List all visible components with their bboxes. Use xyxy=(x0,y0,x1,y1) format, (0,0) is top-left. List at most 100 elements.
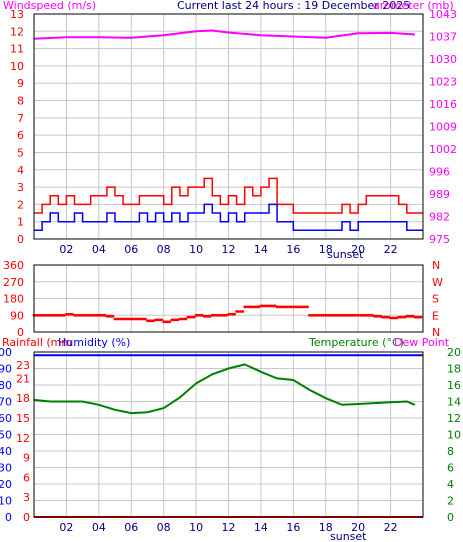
wind-direction-point xyxy=(77,313,80,317)
wind-direction-point xyxy=(182,317,186,321)
wind-direction-point xyxy=(174,318,178,322)
wind-direction-point xyxy=(277,305,281,309)
wind-direction-point xyxy=(97,313,101,317)
wind-direction-point xyxy=(281,305,285,309)
barometer-tick-989: 989 xyxy=(429,188,450,201)
x-tick-label-08: 08 xyxy=(157,243,171,256)
x-tick-label-12: 12 xyxy=(222,521,236,534)
wind-direction-point xyxy=(263,304,267,308)
wind-direction-point xyxy=(87,313,91,317)
wind-direction-point xyxy=(298,305,301,309)
rainfall-tick-6: 6 xyxy=(23,471,30,484)
direction-tick-270: 270 xyxy=(3,276,24,289)
dew-point-axis-title: Dew Point xyxy=(394,336,450,349)
direction-tick-360: 360 xyxy=(3,259,24,272)
wind-direction-point xyxy=(138,317,141,321)
wind-direction-point xyxy=(326,313,330,317)
barometer-tick-1037: 1037 xyxy=(429,31,457,44)
rainfall-tick-12: 12 xyxy=(16,432,30,445)
x-tick-label-08: 08 xyxy=(157,521,171,534)
humidity-tick-90: 90 xyxy=(0,363,12,376)
wind-direction-point xyxy=(172,318,176,322)
wind-direction-point xyxy=(223,313,226,317)
humidity-temperature-grid xyxy=(34,352,423,517)
wind-direction-point xyxy=(109,314,113,318)
windspeed-tick-6: 6 xyxy=(17,129,24,142)
wind-direction-point xyxy=(336,313,340,317)
rainfall-axis-title: Rainfall (mm xyxy=(2,336,72,349)
wind-direction-point xyxy=(91,313,95,317)
temperature-tick-0: 0 xyxy=(447,511,454,524)
x-tick-label-14: 14 xyxy=(254,243,268,256)
wind-direction-point xyxy=(65,312,68,316)
rainfall-tick-23: 23 xyxy=(16,359,30,372)
wind-direction-point xyxy=(121,317,125,321)
wind-direction-point xyxy=(354,313,358,317)
wind-direction-point xyxy=(239,310,243,313)
temperature-tick-10: 10 xyxy=(447,429,461,442)
windspeed-tick-11: 11 xyxy=(10,43,24,56)
wind-direction-point xyxy=(170,318,174,322)
wind-direction-point xyxy=(204,314,208,318)
wind-direction-point xyxy=(241,310,245,313)
wind-direction-point xyxy=(133,317,137,321)
wind-direction-point xyxy=(190,315,194,319)
temperature-axis-title: Temperature (°C) xyxy=(308,336,404,349)
barometer-tick-996: 996 xyxy=(429,166,450,179)
rainfall-tick-15: 15 xyxy=(16,412,30,425)
temperature-tick-4: 4 xyxy=(447,478,454,491)
windspeed-tick-1: 1 xyxy=(17,216,24,229)
temperature-tick-labels: 0 2 4 6 8 10 12 14 16 18 20 xyxy=(447,346,461,524)
wind-direction-point xyxy=(316,313,319,317)
wind-direction-point xyxy=(334,313,338,317)
wind-direction-point xyxy=(322,313,326,317)
wind-direction-point xyxy=(340,313,344,317)
wind-direction-point xyxy=(115,317,119,321)
humidity-tick-80: 80 xyxy=(0,379,12,392)
wind-direction-point xyxy=(79,313,82,317)
wind-direction-point xyxy=(271,304,275,308)
wind-direction-point xyxy=(324,313,328,317)
wind-direction-point xyxy=(393,316,396,320)
wind-direction-point xyxy=(302,305,305,309)
wind-direction-point xyxy=(289,305,293,309)
wind-direction-point xyxy=(350,313,354,317)
wind-direction-point xyxy=(152,319,155,323)
wind-direction-point xyxy=(154,318,158,322)
wind-direction-point xyxy=(160,318,164,322)
barometer-tick-982: 982 xyxy=(429,211,450,224)
x-tick-label-16: 16 xyxy=(286,521,300,534)
temperature-tick-12: 12 xyxy=(447,412,461,425)
x-tick-label-10: 10 xyxy=(189,521,203,534)
barometer-tick-1043: 1043 xyxy=(429,8,457,21)
wind-direction-point xyxy=(198,313,202,317)
wind-pressure-grid xyxy=(34,14,423,239)
temperature-tick-6: 6 xyxy=(447,462,454,475)
windspeed-tick-10: 10 xyxy=(10,60,24,73)
barometer-line xyxy=(33,29,415,40)
direction-tick-180: 180 xyxy=(3,293,24,306)
wind-direction-point xyxy=(352,313,356,317)
x-tick-label-06: 06 xyxy=(124,243,138,256)
wind-direction-point xyxy=(287,305,291,309)
wind-direction-point xyxy=(259,304,263,308)
rainfall-tick-0: 0 xyxy=(23,511,30,524)
x-tick-label-06: 06 xyxy=(124,521,138,534)
wind-direction-point xyxy=(306,305,309,309)
wind-direction-point xyxy=(373,314,376,318)
compass-tick-N: N xyxy=(432,259,440,272)
wind-direction-point xyxy=(360,313,364,317)
x-tick-label-18: 18 xyxy=(319,243,333,256)
wind-direction-point xyxy=(279,305,283,309)
wind-direction-point xyxy=(235,310,239,313)
wind-direction-point xyxy=(247,305,251,309)
wind-direction-point xyxy=(38,313,42,317)
x-tick-label-04: 04 xyxy=(92,243,106,256)
wind-direction-point xyxy=(314,313,317,317)
wind-direction-series xyxy=(32,304,423,324)
windspeed-tick-5: 5 xyxy=(17,146,24,159)
